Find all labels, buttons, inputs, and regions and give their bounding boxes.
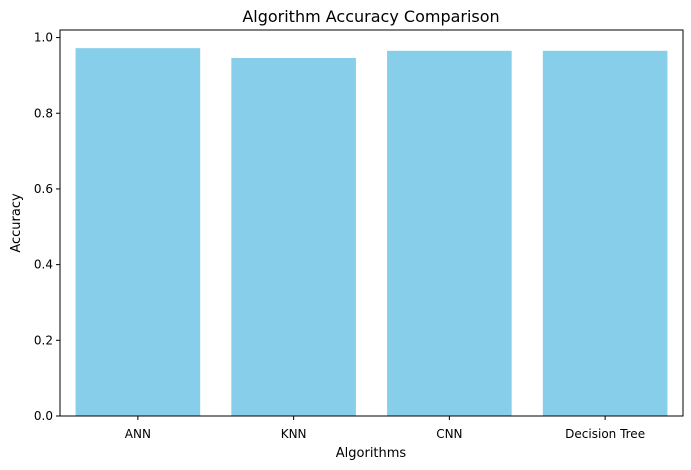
- bar-cnn: [387, 50, 512, 417]
- y-tick-label-1-0: 1.0: [34, 31, 53, 45]
- chart-title: Algorithm Accuracy Comparison: [242, 7, 499, 26]
- y-tick-label-0-6: 0.6: [34, 182, 53, 196]
- bar-decision-tree: [542, 50, 668, 417]
- bar-knn: [231, 58, 356, 416]
- x-tick-label-ann: ANN: [125, 427, 151, 441]
- x-axis-label: Algorithms: [336, 446, 407, 461]
- y-tick-label-0-8: 0.8: [34, 106, 53, 120]
- bar-ann: [75, 48, 201, 416]
- y-tick-label-0-0: 0.0: [34, 409, 53, 423]
- y-tick-label-0-4: 0.4: [34, 258, 53, 272]
- x-tick-label-cnn: CNN: [436, 427, 462, 441]
- x-ticks-group: ANN KNN CNN Decision Tree: [125, 416, 645, 441]
- x-tick-label-decision-tree: Decision Tree: [565, 427, 645, 441]
- y-tick-label-0-2: 0.2: [34, 333, 53, 347]
- y-ticks-group: 0.0 0.2 0.4 0.6 0.8 1.0: [34, 31, 60, 423]
- plot-frame: [59, 29, 684, 417]
- bars-group: [75, 48, 668, 417]
- y-axis-label: Accuracy: [9, 193, 24, 253]
- x-tick-label-knn: KNN: [281, 427, 307, 441]
